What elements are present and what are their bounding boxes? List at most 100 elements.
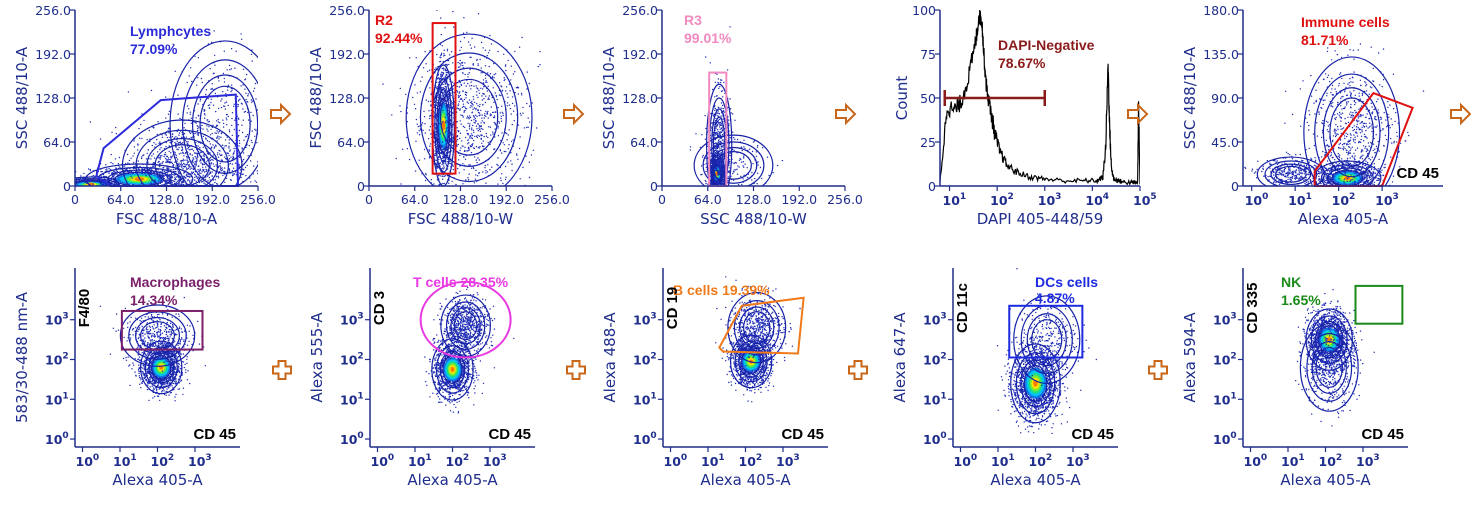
data-point: [213, 146, 216, 148]
axes: 0 64.0 128.0 192.0 256.0064.0128.0192.0256.0…: [13, 3, 276, 228]
data-point: [118, 188, 119, 189]
data-point: [161, 208, 162, 209]
data-point: [459, 154, 461, 157]
data-point: [446, 69, 448, 71]
data-point: [705, 166, 708, 168]
x-tick-label: 64.0: [401, 192, 429, 207]
data-point: [170, 152, 172, 154]
data-point: [181, 164, 184, 166]
data-point: [442, 71, 444, 74]
data-point: [485, 80, 487, 82]
data-point: [190, 204, 191, 205]
data-point: [140, 123, 142, 126]
data-point: [160, 179, 162, 181]
data-point: [168, 150, 170, 153]
data-point: [215, 156, 217, 158]
data-point: [164, 188, 165, 189]
data-point: [216, 154, 219, 156]
data-point: [467, 122, 469, 125]
data-point: [207, 130, 209, 132]
data-point: [434, 131, 436, 133]
data-point: [457, 143, 459, 146]
data-point: [208, 176, 211, 179]
data-point: [266, 144, 267, 145]
data-point: [83, 188, 84, 189]
data-point: [167, 127, 170, 130]
data-point: [179, 117, 181, 120]
data-point: [218, 80, 220, 82]
data-point: [157, 171, 159, 173]
data-point: [132, 183, 134, 186]
data-point: [139, 165, 141, 168]
data-point: [230, 156, 232, 158]
data-point: [161, 175, 163, 177]
data-point: [149, 189, 150, 190]
data-point: [489, 126, 492, 128]
data-point: [439, 98, 441, 100]
data-point: [464, 106, 466, 108]
axes: 0 64.0 128.0 192.0 256.0064.0128.0192.0256.0…: [307, 3, 570, 228]
data-point: [111, 131, 113, 134]
data-point: [158, 165, 160, 167]
data-point: [160, 190, 161, 191]
data-point: [470, 119, 473, 122]
data-point: [505, 176, 507, 178]
data-point: [452, 123, 454, 126]
data-point: [240, 33, 242, 35]
data-point: [446, 161, 448, 163]
data-point: [511, 102, 514, 105]
data-point: [248, 119, 250, 121]
data-point: [198, 176, 200, 178]
data-point: [525, 155, 527, 157]
data-point: [441, 178, 444, 180]
data-point: [204, 183, 206, 185]
data-point: [433, 142, 435, 144]
data-point: [468, 173, 470, 175]
data-point: [231, 112, 234, 114]
data-point: [188, 175, 190, 178]
data-point: [499, 82, 501, 84]
data-point: [505, 64, 507, 66]
data-point: [188, 131, 191, 133]
data-point: [483, 145, 485, 148]
data-point: [214, 181, 216, 184]
data-point: [148, 183, 150, 185]
data-point: [136, 189, 137, 190]
data-point: [444, 81, 446, 84]
data-point: [123, 165, 126, 167]
data-point: [103, 187, 104, 188]
data-point: [203, 182, 205, 184]
data-point: [194, 163, 196, 166]
data-point: [161, 172, 164, 175]
data-point: [191, 188, 192, 189]
data-point: [526, 71, 528, 73]
data-point: [495, 96, 498, 98]
data-point: [442, 154, 444, 156]
data-point: [427, 100, 430, 103]
data-point: [222, 90, 224, 93]
data-point: [409, 57, 411, 59]
data-point: [479, 130, 482, 133]
data-point: [199, 169, 202, 171]
data-point: [520, 208, 521, 209]
data-point: [181, 180, 183, 182]
data-point: [473, 147, 475, 150]
data-point: [214, 179, 217, 181]
data-point: [430, 104, 432, 106]
data-point: [445, 163, 447, 165]
data-point: [137, 171, 140, 173]
data-point: [443, 149, 445, 151]
data-point: [492, 116, 495, 119]
data-point: [194, 179, 196, 181]
x-axis-title: FSC 488/10-W: [408, 210, 514, 228]
data-point: [441, 75, 444, 77]
data-point: [501, 173, 503, 175]
data-point: [248, 144, 250, 147]
gate-rect[interactable]: [431, 22, 457, 175]
data-point: [76, 188, 77, 189]
data-point: [191, 131, 193, 133]
data-point: [127, 190, 128, 191]
data-point: [451, 180, 453, 183]
